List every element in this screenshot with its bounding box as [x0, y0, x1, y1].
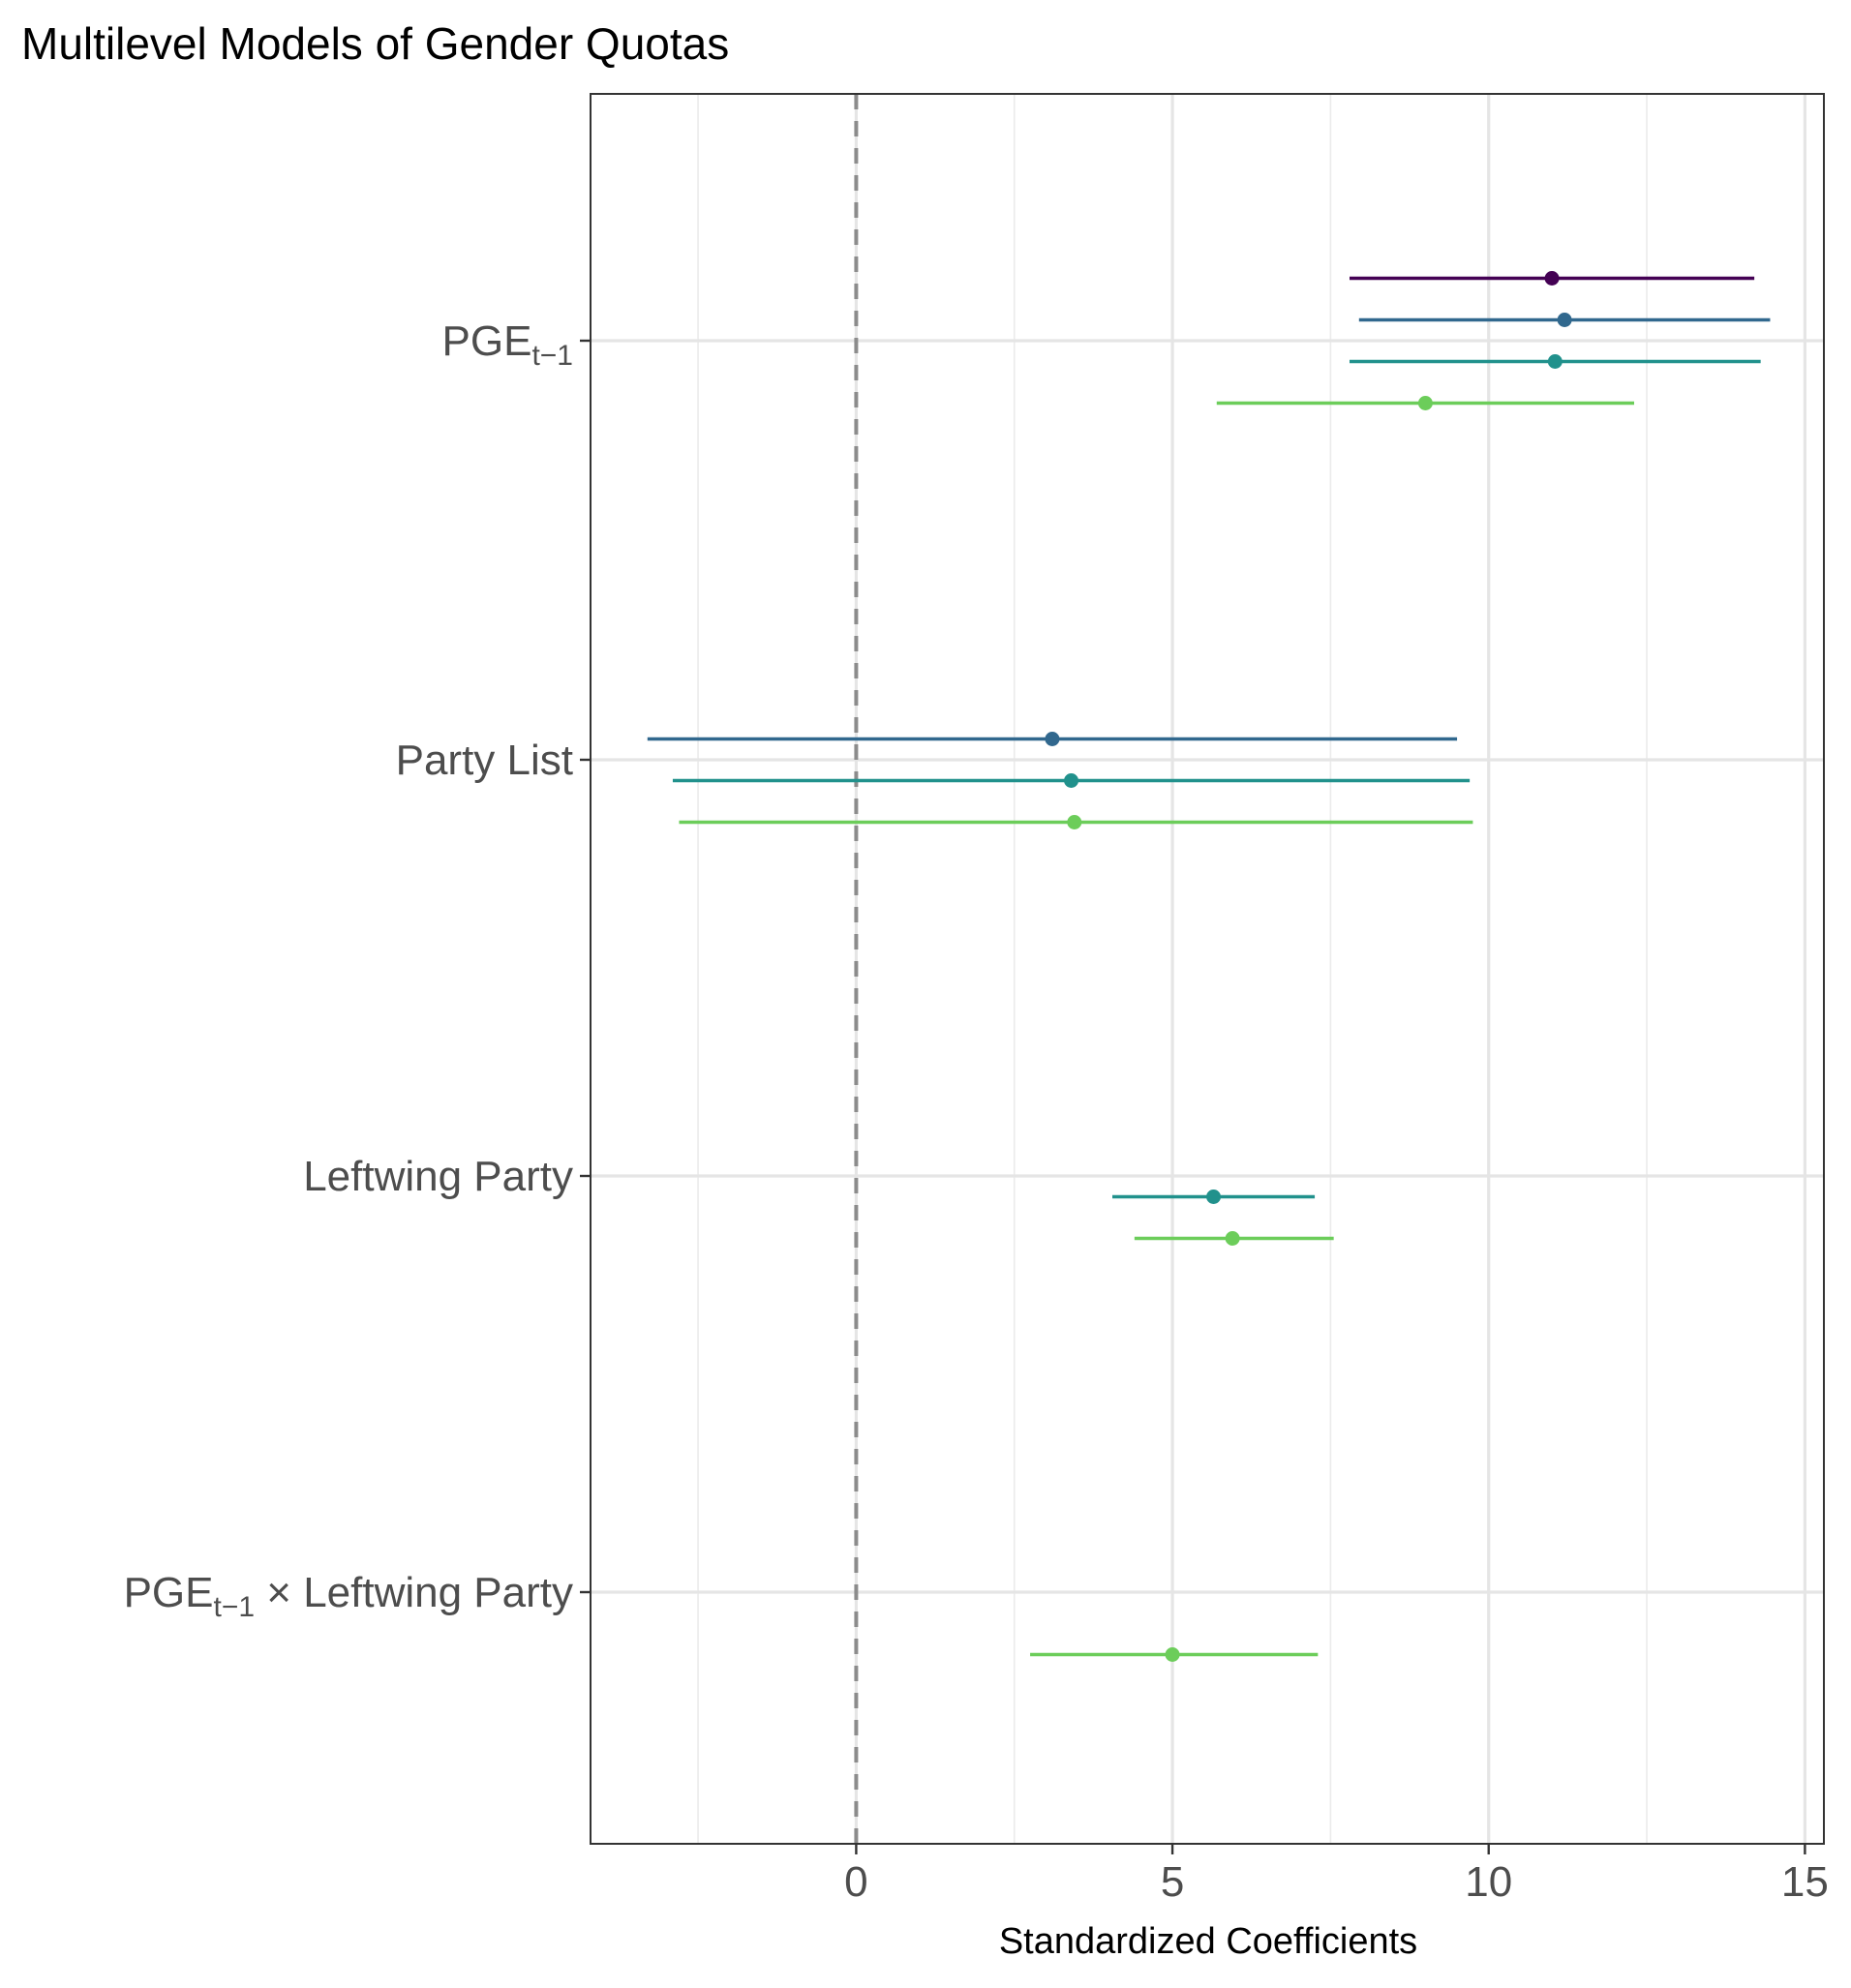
x-axis-title: Standardized Coefficients: [999, 1921, 1417, 1962]
x-tick-label: 5: [1161, 1858, 1184, 1906]
y-tick-label: Leftwing Party: [303, 1153, 573, 1200]
y-tick-label: Party List: [396, 737, 573, 784]
chart-title: Multilevel Models of Gender Quotas: [21, 18, 730, 69]
plot-panel: [591, 94, 1824, 1844]
x-tick-label: 0: [844, 1858, 867, 1906]
point-estimate: [1417, 396, 1433, 410]
point-estimate: [1045, 732, 1060, 746]
point-estimate: [1206, 1190, 1222, 1204]
point-estimate: [1544, 271, 1560, 286]
panel-border: [590, 93, 1825, 1845]
x-tick-label: 10: [1465, 1858, 1512, 1906]
point-estimate: [1165, 1647, 1180, 1662]
point-estimate: [1225, 1231, 1240, 1246]
point-estimate: [1557, 313, 1572, 327]
y-tick-label: PGEt−1 × Leftwing Party: [124, 1569, 573, 1623]
series-layer: [647, 271, 1771, 1662]
x-tick-label: 15: [1781, 1858, 1829, 1906]
point-estimate: [1547, 354, 1563, 369]
axes: 0 5 10 15 PGEt−1 Party List Leftwing Party PGEt…: [124, 93, 1829, 1906]
grid-lines: [591, 94, 1824, 1844]
y-tick-label: PGEt−1: [442, 317, 573, 372]
point-estimate: [1064, 773, 1079, 788]
point-estimate: [1067, 815, 1082, 829]
